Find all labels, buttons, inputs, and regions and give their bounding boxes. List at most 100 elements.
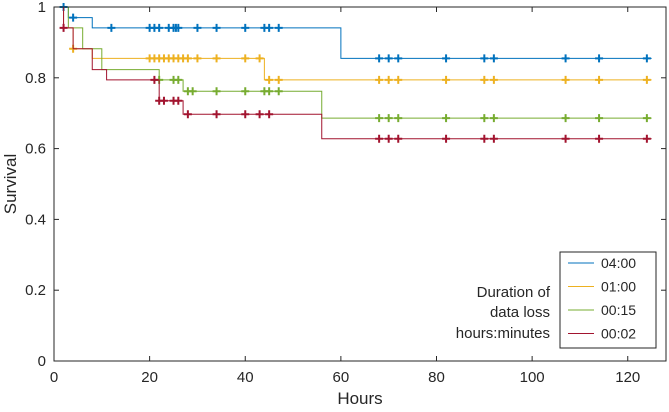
- censor-mark: [561, 114, 570, 123]
- censor-mark: [384, 114, 393, 123]
- censor-mark: [384, 54, 393, 63]
- legend-box: [559, 251, 657, 349]
- censor-mark: [480, 75, 489, 84]
- censor-mark: [188, 87, 197, 96]
- series-layer: [54, 3, 652, 143]
- censor-mark: [265, 75, 274, 84]
- censor-mark: [155, 23, 164, 32]
- censor-mark: [375, 114, 384, 123]
- y-axis-title: Survival: [1, 154, 20, 214]
- legend-note-line-3: hours:minutes: [456, 325, 550, 342]
- legend-note: Duration of data loss hours:minutes: [456, 284, 551, 342]
- censor-mark: [174, 23, 183, 32]
- censor-mark: [174, 96, 183, 105]
- y-tick-label: 0.4: [25, 211, 46, 228]
- censor-mark: [241, 23, 250, 32]
- censor-mark: [265, 87, 274, 96]
- censor-mark: [274, 87, 283, 96]
- censor-mark: [394, 134, 403, 143]
- censor-mark: [595, 134, 604, 143]
- x-tick-label: 80: [428, 369, 445, 386]
- censor-mark: [442, 134, 451, 143]
- censor-mark: [193, 23, 202, 32]
- censor-mark: [375, 75, 384, 84]
- y-tick-label: 0.8: [25, 70, 46, 87]
- censor-mark: [183, 110, 192, 119]
- y-tick-label: 1: [38, 0, 46, 16]
- censor-mark: [489, 75, 498, 84]
- censor-mark: [595, 114, 604, 123]
- censor-mark: [241, 87, 250, 96]
- y-tick-label: 0.2: [25, 282, 46, 299]
- censor-mark: [384, 75, 393, 84]
- censor-mark: [561, 134, 570, 143]
- censor-mark: [212, 87, 221, 96]
- censor-mark: [442, 54, 451, 63]
- x-axis-ticks: 0 20 40 60 80 100 120: [50, 7, 640, 386]
- axes: [53, 6, 667, 362]
- censor-mark: [489, 54, 498, 63]
- censor-mark: [255, 110, 264, 119]
- censor-mark: [595, 54, 604, 63]
- legend-label: 04:00: [601, 255, 636, 271]
- censor-mark: [442, 75, 451, 84]
- legend: 04:00 01:00 00:15 00:02: [559, 251, 657, 349]
- censor-mark: [183, 54, 192, 63]
- series-line: [54, 6, 652, 119]
- x-tick-label: 60: [333, 369, 350, 386]
- legend-note-line-1: Duration of: [477, 284, 551, 301]
- censor-mark: [212, 54, 221, 63]
- censor-mark: [489, 134, 498, 143]
- censor-mark: [69, 13, 78, 22]
- censor-mark: [595, 75, 604, 84]
- censor-mark: [561, 75, 570, 84]
- x-tick-label: 40: [237, 369, 254, 386]
- censor-mark: [375, 54, 384, 63]
- x-tick-label: 120: [615, 369, 640, 386]
- x-tick-label: 20: [141, 369, 158, 386]
- y-axis-ticks: 0 0.2 0.4 0.6 0.8 1: [25, 0, 666, 370]
- series-line: [54, 6, 652, 59]
- censor-mark: [561, 54, 570, 63]
- censor-mark: [489, 114, 498, 123]
- series-2: [54, 6, 652, 84]
- censor-mark: [107, 23, 116, 32]
- censor-mark: [480, 54, 489, 63]
- x-tick-label: 100: [520, 369, 545, 386]
- series-1: [54, 3, 652, 63]
- legend-label: 00:15: [601, 302, 636, 318]
- censor-mark: [394, 54, 403, 63]
- legend-label: 01:00: [601, 279, 636, 295]
- censor-mark: [480, 134, 489, 143]
- censor-mark: [394, 114, 403, 123]
- censor-mark: [265, 23, 274, 32]
- censor-mark: [642, 54, 651, 63]
- censor-mark: [384, 134, 393, 143]
- censor-mark: [59, 23, 68, 32]
- censor-mark: [241, 110, 250, 119]
- legend-note-line-2: data loss: [490, 304, 550, 321]
- censor-mark: [480, 114, 489, 123]
- censor-mark: [442, 114, 451, 123]
- axes-frame: [53, 6, 667, 362]
- censor-mark: [394, 75, 403, 84]
- censor-mark: [274, 75, 283, 84]
- x-axis-title: Hours: [337, 389, 382, 408]
- censor-mark: [274, 23, 283, 32]
- y-tick-label: 0.6: [25, 141, 46, 158]
- series-4: [54, 6, 652, 143]
- censor-mark: [241, 54, 250, 63]
- x-tick-label: 0: [50, 369, 58, 386]
- series-line: [54, 6, 652, 81]
- censor-mark: [642, 75, 651, 84]
- censor-mark: [150, 75, 159, 84]
- censor-mark: [375, 134, 384, 143]
- censor-mark: [255, 54, 264, 63]
- series-line: [54, 6, 652, 140]
- censor-mark: [174, 75, 183, 84]
- censor-mark: [212, 23, 221, 32]
- censor-mark: [642, 134, 651, 143]
- censor-mark: [265, 110, 274, 119]
- y-tick-label: 0: [38, 353, 46, 370]
